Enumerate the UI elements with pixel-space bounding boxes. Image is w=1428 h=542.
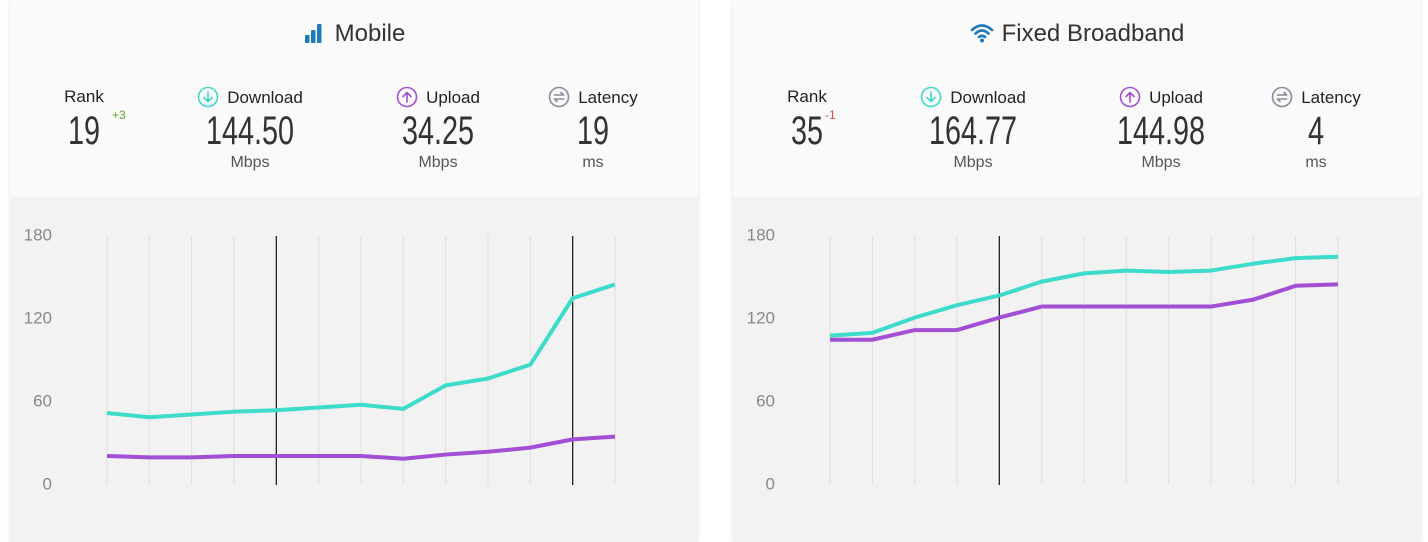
stat: Latency 19 ms [508, 86, 678, 172]
stat-label: Upload [426, 88, 480, 107]
stat-label: Latency [1301, 88, 1361, 107]
stat-label-row: Download [888, 86, 1058, 108]
icon-arrow [402, 91, 412, 103]
chart: 0 60 120 180 [747, 225, 1339, 493]
title-icon [970, 24, 993, 43]
stat-unit: Mbps [953, 154, 993, 171]
stat-label-row: Latency [508, 86, 678, 108]
stat: Upload 34.25 Mbps [353, 86, 523, 172]
icon-wave [977, 34, 986, 39]
icon-arrow [926, 91, 936, 103]
stat-label: Latency [578, 88, 638, 107]
icon-ring [1271, 86, 1293, 108]
stat-value: 19 [576, 109, 610, 153]
stat-label: Download [227, 88, 303, 107]
stat-label-row: Upload [1076, 86, 1246, 108]
icon-ring [1119, 86, 1141, 108]
stat-unit: Mbps [230, 154, 270, 171]
rank-label: Rank [64, 87, 104, 106]
icon-arrow [1125, 91, 1135, 103]
series-line [106, 434, 616, 461]
panel-header: Fixed Broadband Rank 35 -1 Download 164.77 Mbp… [733, 0, 1421, 197]
stat: Upload 144.98 Mbps [1076, 86, 1246, 172]
panel-title: Mobile [10, 20, 698, 48]
icon-bar [310, 30, 316, 43]
panel: Mobile Rank 19 +3 Download 144.50 Mbps Upload 34… [10, 0, 698, 542]
y-tick-label: 0 [43, 474, 52, 493]
icon-ring [548, 86, 570, 108]
icon-wave [973, 29, 990, 35]
stat-icon [920, 86, 942, 108]
stat-value: 164.77 [928, 109, 1018, 153]
stat-value: 144.50 [205, 109, 295, 153]
series-line [106, 282, 616, 420]
stat-unit: Mbps [1141, 154, 1181, 171]
stat-icon [396, 86, 418, 108]
icon-dot [979, 38, 984, 43]
title-text: Mobile [334, 20, 406, 47]
rank-value: 19 [67, 109, 101, 153]
icon-ring [197, 86, 219, 108]
y-tick-label: 180 [24, 225, 52, 244]
y-tick-label: 180 [747, 225, 775, 244]
stat-value: 34.25 [401, 109, 475, 153]
icon-arrow [1276, 91, 1288, 103]
icon-arrow [203, 91, 213, 103]
icon-ring [920, 86, 942, 108]
icon-ring [396, 86, 418, 108]
title-text: Fixed Broadband [1001, 20, 1185, 47]
stat-label-row: Latency [1231, 86, 1401, 108]
stat-value: 4 [1307, 109, 1325, 153]
icon-bar [316, 24, 322, 43]
stat-value: 144.98 [1116, 109, 1206, 153]
chart: 0 60 120 180 [24, 225, 616, 493]
stat-unit: ms [1305, 154, 1327, 171]
stat: Latency 4 ms [1231, 86, 1401, 172]
series-line [829, 254, 1339, 338]
rank-change: +3 [112, 108, 126, 122]
title-icon [304, 24, 322, 43]
rank-change: -1 [825, 108, 836, 122]
y-tick-label: 120 [747, 308, 775, 327]
stat: Download 144.50 Mbps [165, 86, 335, 172]
stat-label: Upload [1149, 88, 1203, 107]
stat-icon [1119, 86, 1141, 108]
icon-wave [970, 24, 993, 32]
stat-icon [1271, 86, 1293, 108]
rank: Rank 35 -1 [722, 86, 892, 154]
icon-arrow [553, 91, 565, 103]
panel-title: Fixed Broadband [733, 20, 1421, 48]
y-tick-label: 0 [766, 474, 775, 493]
stat-unit: ms [582, 154, 604, 171]
panel: Fixed Broadband Rank 35 -1 Download 164.77 Mbp… [733, 0, 1421, 542]
stat-unit: Mbps [418, 154, 458, 171]
series-line [830, 282, 1339, 342]
y-tick-label: 120 [24, 308, 52, 327]
y-tick-label: 60 [33, 391, 52, 410]
panel-header: Mobile Rank 19 +3 Download 144.50 Mbps Upload 34… [10, 0, 698, 197]
stat-label-row: Upload [353, 86, 523, 108]
stat-icon [197, 86, 219, 108]
stat: Download 164.77 Mbps [888, 86, 1058, 172]
stat-label: Download [950, 88, 1026, 107]
icon-bar [304, 35, 310, 43]
rank-value: 35 [790, 109, 824, 153]
y-tick-label: 60 [756, 391, 775, 410]
rank: Rank 19 +3 [0, 86, 169, 154]
rank-label: Rank [787, 87, 827, 106]
stat-icon [548, 86, 570, 108]
stat-label-row: Download [165, 86, 335, 108]
